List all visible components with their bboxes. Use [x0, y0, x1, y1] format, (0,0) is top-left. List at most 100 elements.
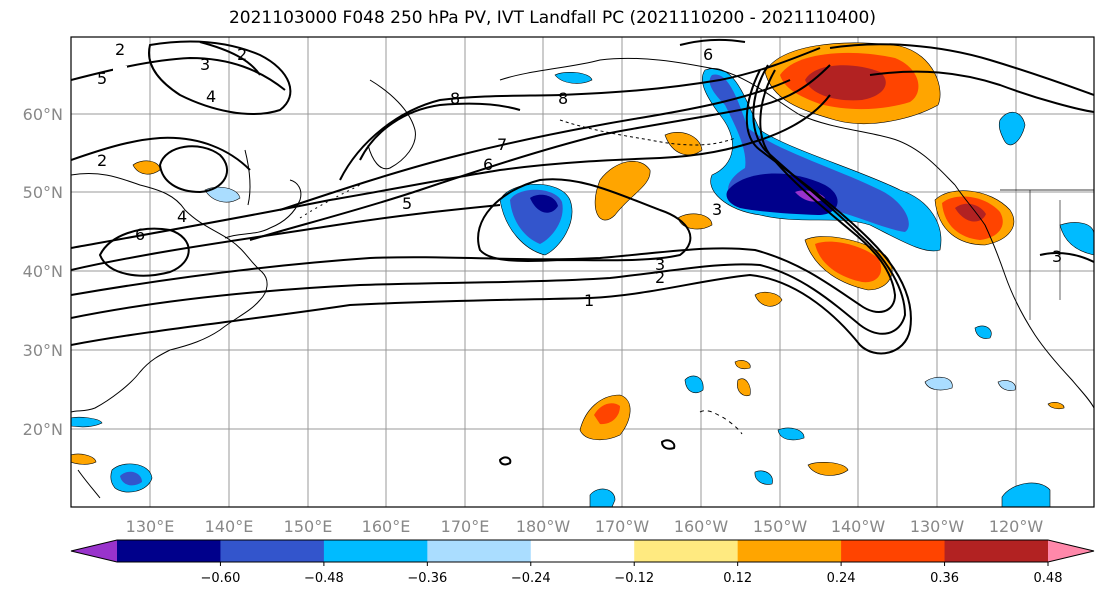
- colorbar-segment: [323, 540, 428, 562]
- colorbar-tick-label: 0.12: [723, 571, 752, 586]
- contour-label: 7: [497, 135, 507, 154]
- contour-label: 5: [97, 69, 107, 88]
- contour-top-2: [199, 41, 261, 76]
- contour-5: [71, 94, 831, 249]
- negative-anomaly-west-edge: [71, 416, 103, 428]
- coast-philippines: [77, 469, 101, 499]
- coast-alaska: [499, 57, 956, 186]
- contour-label: 5: [402, 194, 412, 213]
- colorbar-segment: [427, 540, 532, 562]
- positive-anomaly-hawaii-small: [1047, 402, 1065, 410]
- coast-kuril: [299, 184, 361, 219]
- positive-anomaly-cutoff-core: [815, 241, 882, 283]
- positive-anomaly-subtropic-1-core: [594, 403, 620, 425]
- contour-6: [249, 64, 831, 241]
- contour-7: [279, 79, 791, 211]
- contour-label: 6: [483, 155, 493, 174]
- contour-top-left-loop: [148, 40, 292, 116]
- lat-label: 20°N: [23, 420, 63, 439]
- positive-anomaly-west-edge: [71, 453, 97, 465]
- coast-state-lines: [1029, 190, 1061, 320]
- contour-8b: [359, 102, 521, 161]
- positive-anomaly-pnw-max: [955, 203, 986, 222]
- coast-sakhalin: [244, 149, 251, 206]
- colorbar-tick-label: 0.48: [1034, 571, 1063, 586]
- contour-loop-asia-6: [98, 227, 190, 277]
- colorbar-tick-label: 0.24: [827, 571, 856, 586]
- contour-label-group: 2 5 3 2 4 8 8 6 2 7 6 5 4 6 3 3 2 1 3: [97, 40, 1062, 310]
- coast-japan: [224, 179, 302, 239]
- positive-anomaly-subtropic-4: [807, 461, 849, 476]
- coast-kamchatka: [367, 79, 416, 170]
- colorbar: −0.60 −0.48 −0.36 −0.24 −0.12 0.12 0.24 0.36 0.4…: [70, 539, 1095, 586]
- contour-8: [339, 47, 821, 181]
- lat-label: 30°N: [23, 341, 63, 360]
- negative-anomaly-dateline-core: [530, 194, 558, 213]
- contour-small-loop-left: [158, 145, 229, 194]
- contour-label: 2: [237, 45, 247, 64]
- lat-label: 50°N: [23, 183, 63, 202]
- colorbar-tick-label: −0.60: [201, 571, 241, 586]
- map-frame: [70, 36, 1095, 508]
- contour-label: 8: [558, 89, 568, 108]
- map-title: 2021103000 F048 250 hPa PV, IVT Landfall…: [228, 8, 876, 28]
- ivt-shading: [71, 42, 1094, 507]
- contour-ne-ridge-2: [869, 70, 1094, 113]
- contour-east-3: [1039, 252, 1094, 263]
- latitude-labels: 60°N 50°N 40°N 30°N 20°N: [23, 105, 63, 439]
- contour-label: 3: [712, 200, 722, 219]
- contour-3: [71, 69, 897, 314]
- contour-label: 6: [703, 45, 713, 64]
- contour-ring-dateline: [477, 178, 692, 262]
- contour-label: 8: [450, 89, 460, 108]
- lon-label: 140°E: [205, 517, 254, 536]
- coastlines: [71, 57, 1094, 499]
- colorbar-tick-label: 0.36: [930, 571, 959, 586]
- colorbar-tick-label: −0.36: [407, 571, 447, 586]
- negative-anomaly-subtropic-1: [684, 375, 704, 393]
- colorbar-segments: [71, 540, 1094, 562]
- coast-aleutians: [559, 119, 736, 146]
- colorbar-extend-max: [1048, 540, 1094, 562]
- positive-anomaly-gulf-alaska-max: [805, 65, 886, 101]
- colorbar-segment: [944, 540, 1049, 562]
- contour-label: 4: [206, 87, 216, 106]
- lon-label: 120°W: [989, 517, 1044, 536]
- longitude-labels: 130°E 140°E 150°E 160°E 170°E 180°W 170°…: [126, 517, 1044, 536]
- positive-anomaly-165w: [664, 131, 703, 156]
- negative-anomaly-subtropic-5: [974, 325, 992, 339]
- lon-label: 150°W: [753, 517, 808, 536]
- coast-na-west: [954, 184, 1094, 409]
- contour-label: 2: [97, 151, 107, 170]
- colorbar-extend-min: [71, 540, 117, 562]
- lon-label: 140°W: [831, 517, 886, 536]
- coast-hawaii: [699, 410, 743, 435]
- colorbar-segment: [530, 540, 635, 562]
- negative-anomaly-bering: [554, 71, 593, 84]
- lon-label: 130°W: [910, 517, 965, 536]
- colorbar-ticks: −0.60 −0.48 −0.36 −0.24 −0.12 0.12 0.24 0.36 0.4…: [201, 562, 1063, 586]
- positive-anomaly-subtropic-3: [737, 378, 751, 397]
- negative-anomaly-subtropic-3: [754, 470, 773, 485]
- lon-label: 170°W: [595, 517, 650, 536]
- contour-label: 2: [655, 268, 665, 287]
- colorbar-segment: [220, 540, 325, 562]
- contour-label: 6: [135, 225, 145, 244]
- colorbar-segment: [117, 540, 221, 562]
- contour-label: 3: [655, 255, 665, 274]
- colorbar-tick-label: −0.48: [304, 571, 344, 586]
- contour-ne-ridge: [829, 43, 1094, 96]
- colorbar-outline: [70, 539, 1095, 563]
- lat-label: 40°N: [23, 262, 63, 281]
- lon-label: 180°W: [516, 517, 571, 536]
- negative-anomaly-subtropic-6: [997, 380, 1016, 391]
- contour-hawaii-small: [498, 456, 512, 466]
- contour-label: 1: [584, 291, 594, 310]
- positive-anomaly-subtropic-2: [754, 291, 783, 307]
- negative-anomaly-band-core: [726, 173, 838, 215]
- colorbar-segment: [737, 540, 842, 562]
- negative-anomaly-canada: [998, 112, 1026, 146]
- negative-anomaly-east-edge: [1059, 222, 1094, 256]
- lon-label: 130°E: [126, 517, 175, 536]
- negative-anomaly-sw-core: [120, 471, 142, 486]
